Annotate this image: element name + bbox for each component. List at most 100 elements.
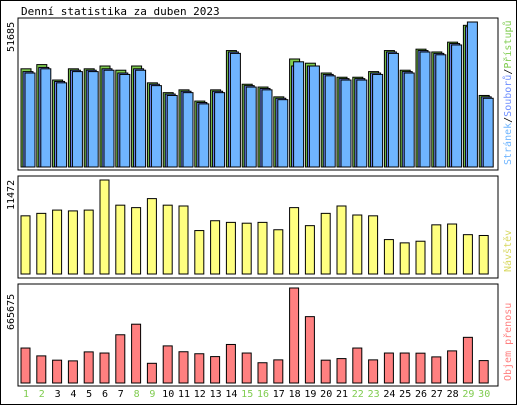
bar-top-str-nek-day-24 bbox=[387, 52, 399, 168]
day-label-14: 14 bbox=[225, 389, 237, 400]
day-label-27: 27 bbox=[431, 389, 443, 400]
day-label-26: 26 bbox=[415, 389, 427, 400]
top-panel: 51685 Stránek/Souborů/Přístupů bbox=[6, 17, 514, 171]
day-label-10: 10 bbox=[162, 389, 174, 400]
bar-visits-day-16 bbox=[257, 221, 268, 275]
top-legend-part-0: Stránek bbox=[502, 123, 514, 165]
middle-panel: 11472 Návštěv bbox=[6, 175, 514, 279]
bar-top-str-nek-day-28 bbox=[451, 44, 463, 168]
bar-visits-day-4 bbox=[67, 210, 78, 275]
bar-visits-day-19 bbox=[304, 225, 315, 275]
day-label-12: 12 bbox=[194, 389, 206, 400]
bar-visits-day-15 bbox=[241, 222, 252, 275]
bar-top-str-nek-day-17 bbox=[277, 99, 289, 168]
day-label-29: 29 bbox=[462, 389, 474, 400]
bar-top-str-nek-day-13 bbox=[214, 92, 226, 168]
bar-transfer-day-24 bbox=[383, 352, 394, 384]
bar-transfer-day-25 bbox=[399, 352, 410, 384]
bar-visits-day-23 bbox=[368, 215, 379, 275]
bar-top-str-nek-day-14 bbox=[229, 52, 241, 168]
day-label-4: 4 bbox=[70, 389, 76, 400]
bar-visits-day-10 bbox=[162, 204, 173, 275]
bar-top-str-nek-day-12 bbox=[198, 103, 210, 168]
day-label-18: 18 bbox=[289, 389, 301, 400]
bar-visits-day-14 bbox=[225, 221, 236, 275]
bar-top-str-nek-day-25 bbox=[403, 72, 415, 168]
bar-top-str-nek-day-3 bbox=[56, 82, 68, 168]
bar-top-str-nek-day-21 bbox=[340, 79, 352, 168]
bar-visits-day-27 bbox=[431, 224, 442, 275]
bar-transfer-day-8 bbox=[131, 323, 142, 384]
day-label-23: 23 bbox=[368, 389, 380, 400]
bar-transfer-day-9 bbox=[146, 362, 157, 384]
bar-visits-day-25 bbox=[399, 242, 410, 275]
day-label-17: 17 bbox=[273, 389, 285, 400]
bottom-legend: Objem přenosu bbox=[502, 303, 514, 381]
day-label-9: 9 bbox=[149, 389, 155, 400]
day-label-24: 24 bbox=[383, 389, 395, 400]
bar-visits-day-18 bbox=[289, 207, 300, 275]
day-label-21: 21 bbox=[336, 389, 348, 400]
bar-top-str-nek-day-29 bbox=[466, 21, 478, 168]
top-legend: Stránek/Souborů/Přístupů bbox=[502, 20, 514, 165]
bar-transfer-day-29 bbox=[462, 336, 473, 384]
top-legend-part-3: / bbox=[503, 69, 514, 75]
bar-visits-day-17 bbox=[273, 229, 284, 275]
bar-visits-day-6 bbox=[99, 179, 110, 275]
bar-visits-day-30 bbox=[478, 234, 489, 275]
day-labels: 1 2 3 4 5 6 7 8 9 10 11 12 13 14 15 16 17 18 19 20 21 22 23 24 2… bbox=[23, 389, 490, 400]
day-label-8: 8 bbox=[134, 389, 140, 400]
bar-top-str-nek-day-7 bbox=[119, 73, 131, 168]
bar-top-str-nek-day-2 bbox=[40, 68, 52, 168]
bar-transfer-day-15 bbox=[241, 352, 252, 384]
bottom-ytick-label: 665675 bbox=[6, 294, 17, 330]
bar-top-str-nek-day-22 bbox=[356, 79, 368, 168]
bar-transfer-day-20 bbox=[320, 359, 331, 384]
middle-legend: Návštěv bbox=[502, 230, 514, 272]
bar-transfer-day-21 bbox=[336, 358, 347, 384]
bar-top-str-nek-day-15 bbox=[245, 86, 257, 168]
day-label-19: 19 bbox=[304, 389, 316, 400]
bar-transfer-day-7 bbox=[115, 334, 126, 384]
bar-transfer-day-19 bbox=[304, 316, 315, 384]
bottom-legend-text: Objem přenosu bbox=[502, 303, 514, 381]
bar-visits-day-24 bbox=[383, 239, 394, 275]
bar-transfer-day-12 bbox=[194, 353, 205, 384]
middle-bars-group bbox=[20, 179, 489, 275]
top-legend-text: Stránek/Souborů/Přístupů bbox=[502, 20, 514, 165]
bar-top-str-nek-day-19 bbox=[308, 65, 320, 168]
bar-top-str-nek-day-1 bbox=[24, 72, 36, 168]
bar-top-str-nek-day-27 bbox=[435, 54, 447, 168]
bar-transfer-day-13 bbox=[210, 356, 221, 384]
top-legend-part-2: Souborů bbox=[502, 75, 514, 117]
day-label-7: 7 bbox=[118, 389, 124, 400]
bar-transfer-day-27 bbox=[431, 356, 442, 384]
bar-visits-day-5 bbox=[83, 209, 94, 275]
chart-title: Denní statistika za duben 2023 bbox=[21, 5, 220, 18]
bottom-panel: 665675 Objem přenosu bbox=[6, 283, 514, 387]
bar-top-str-nek-day-4 bbox=[71, 71, 83, 168]
bar-transfer-day-14 bbox=[225, 343, 236, 384]
bar-top-str-nek-day-16 bbox=[261, 89, 273, 168]
day-label-6: 6 bbox=[102, 389, 108, 400]
bar-visits-day-2 bbox=[36, 212, 47, 275]
bar-visits-day-26 bbox=[415, 240, 426, 275]
bar-transfer-day-11 bbox=[178, 351, 189, 384]
bar-transfer-day-22 bbox=[352, 347, 363, 384]
bar-top-str-nek-day-6 bbox=[103, 69, 115, 168]
top-legend-part-1: / bbox=[503, 117, 514, 123]
bar-transfer-day-10 bbox=[162, 345, 173, 384]
day-label-11: 11 bbox=[178, 389, 190, 400]
top-legend-part-4: Přístupů bbox=[502, 20, 514, 68]
bar-visits-day-20 bbox=[320, 212, 331, 275]
day-label-28: 28 bbox=[447, 389, 459, 400]
day-label-3: 3 bbox=[55, 389, 61, 400]
bar-visits-day-28 bbox=[447, 223, 458, 275]
bar-visits-day-13 bbox=[210, 220, 221, 275]
bar-transfer-day-28 bbox=[447, 350, 458, 384]
day-label-5: 5 bbox=[86, 389, 92, 400]
day-label-20: 20 bbox=[320, 389, 332, 400]
bar-transfer-day-5 bbox=[83, 351, 94, 384]
bar-transfer-day-6 bbox=[99, 352, 110, 384]
